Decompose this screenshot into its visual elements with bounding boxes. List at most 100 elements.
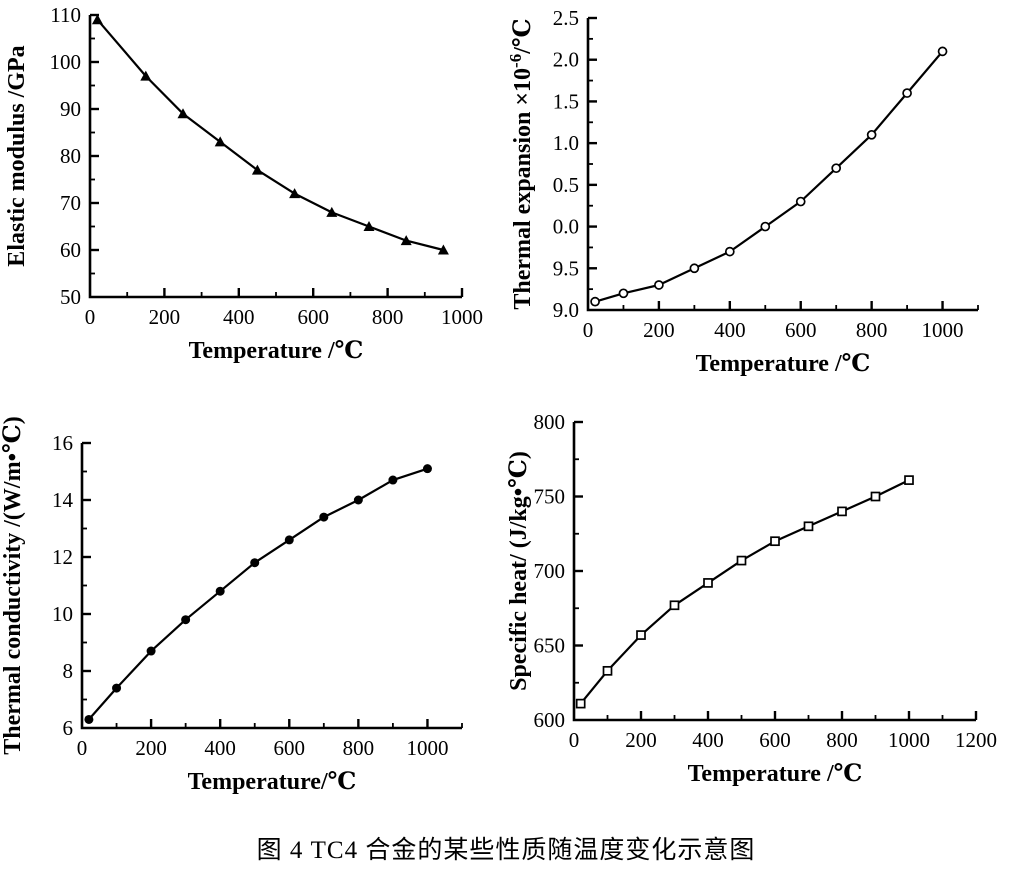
figure-caption: 图 4 TC4 合金的某些性质随温度变化示意图 [256, 837, 756, 864]
data-markers [575, 475, 914, 709]
x-tick-label: 1000 [441, 305, 483, 329]
axes [586, 18, 978, 312]
x-axis-label: Temperature /℃ [189, 338, 364, 364]
chart-specific-heat: 0 200 400 600 800 1000 1200 600 650 700 750 800 Temp… [506, 410, 997, 787]
circle-open-marker [866, 129, 877, 140]
x-axis-label: Temperature /℃ [688, 761, 863, 787]
triangle-marker [363, 221, 375, 231]
circle-filled-marker [250, 558, 260, 568]
y-axis-label: Specific heat/ (J/kg•℃) [506, 451, 532, 691]
y-axis-ticks: 9.0 9.5 0.0 0.5 1.0 1.5 2.0 2.5 [553, 6, 597, 322]
plot-specific-heat: 0 200 400 600 800 1000 1200 600 650 700 750 800 Temp… [506, 410, 997, 787]
axes [80, 443, 462, 730]
x-tick-label: 0 [583, 318, 594, 342]
x-tick-label: 0 [85, 305, 96, 329]
x-tick-label: 800 [826, 728, 858, 752]
x-tick-label: 200 [625, 728, 657, 752]
x-tick-label: 1000 [888, 728, 930, 752]
triangle-marker [140, 70, 152, 81]
x-tick-label: 400 [692, 728, 724, 752]
triangle-marker [326, 206, 338, 217]
y-tick-label: 14 [52, 488, 74, 512]
x-tick-label: 1000 [922, 318, 964, 342]
data-markers [91, 14, 449, 255]
x-tick-label: 800 [343, 736, 375, 760]
circle-filled-marker [284, 535, 294, 545]
data-markers [84, 464, 432, 724]
triangle-marker [251, 164, 263, 175]
y-tick-label: 16 [52, 431, 73, 455]
y-tick-label: 1.5 [553, 89, 579, 113]
square-open-marker [575, 698, 586, 709]
y-tick-label: 110 [50, 3, 81, 27]
square-open-marker [669, 600, 680, 611]
square-open-marker [770, 536, 780, 547]
x-tick-label: 600 [759, 728, 791, 752]
circle-filled-marker [422, 464, 432, 474]
circle-filled-marker [319, 512, 329, 522]
y-tick-label: 750 [534, 485, 566, 509]
data-line [594, 50, 944, 303]
y-tick-label: 70 [60, 191, 81, 215]
circle-filled-marker [146, 646, 156, 656]
x-tick-label: 0 [569, 728, 580, 752]
circle-filled-marker [84, 714, 94, 724]
circle-open-marker [689, 263, 700, 274]
chart-thermal-expansion: 0 200 400 600 800 1000 9.0 9.5 0.0 0.5 1.0 1.5 2.0 2.… [506, 6, 979, 377]
y-tick-label: 50 [60, 285, 81, 309]
x-tick-label: 400 [223, 305, 255, 329]
circle-open-marker [590, 296, 600, 307]
x-axis-label: Temperature/℃ [188, 769, 357, 795]
y-tick-label: 90 [60, 97, 81, 121]
data-line [579, 479, 910, 705]
y-tick-label: 650 [534, 634, 566, 658]
triangle-marker [289, 188, 301, 199]
triangle-marker [91, 14, 103, 25]
triangle-marker [437, 244, 449, 255]
x-tick-label: 1000 [406, 736, 448, 760]
square-open-marker [870, 491, 881, 502]
y-axis-label: Thermal expansion ×10-6/℃ [506, 18, 536, 309]
y-tick-label: 0.5 [553, 173, 579, 197]
circle-filled-marker [112, 683, 122, 693]
y-tick-label: 10 [52, 602, 73, 626]
plot-elastic-modulus: 0 200 400 600 800 1000 50 60 70 80 90 100 110 Tempera… [4, 3, 483, 364]
square-open-marker [803, 521, 814, 532]
y-axis-ticks: 600 650 700 750 800 [534, 410, 583, 732]
x-tick-label: 0 [77, 736, 88, 760]
x-tick-label: 800 [372, 305, 404, 329]
y-tick-label: 700 [534, 559, 566, 583]
y-tick-label: 12 [52, 545, 73, 569]
x-tick-label: 600 [274, 736, 306, 760]
triangle-marker [214, 136, 226, 147]
circle-open-marker [618, 288, 629, 299]
plot-thermal-conductivity: 0 200 400 600 800 1000 6 8 10 12 14 16 Temperature/℃… [0, 416, 463, 795]
y-tick-label: 600 [534, 708, 566, 732]
circle-open-marker [902, 88, 912, 98]
data-markers [590, 46, 948, 307]
triangle-marker [177, 108, 189, 119]
square-open-marker [636, 630, 646, 640]
y-axis-ticks: 50 60 70 80 90 100 110 [50, 3, 99, 309]
y-tick-label: 8 [63, 659, 74, 683]
y-axis-label: Elastic modulus /GPa [4, 45, 30, 266]
square-open-marker [736, 555, 747, 566]
y-axis-label: Thermal conductivity /(W/m•℃) [0, 416, 26, 754]
x-tick-label: 400 [714, 318, 746, 342]
y-tick-label: 1.0 [553, 131, 579, 155]
y-tick-label: 0.0 [553, 215, 579, 239]
data-line [96, 18, 444, 252]
x-axis-ticks: 0 200 400 600 800 1000 [77, 719, 463, 760]
x-tick-label: 600 [297, 305, 329, 329]
y-tick-label: 800 [534, 410, 566, 434]
circle-open-marker [654, 280, 664, 290]
plot-thermal-expansion: 0 200 400 600 800 1000 9.0 9.5 0.0 0.5 1.0 1.5 2.0 2.… [506, 6, 979, 377]
x-axis-label: Temperature /℃ [696, 351, 871, 377]
y-tick-label: 9.0 [553, 298, 579, 322]
circle-open-marker [937, 46, 948, 57]
circle-filled-marker [215, 586, 225, 596]
x-tick-label: 200 [643, 318, 675, 342]
x-axis-ticks: 0 200 400 600 800 1000 [85, 288, 483, 329]
y-tick-label: 80 [60, 144, 81, 168]
